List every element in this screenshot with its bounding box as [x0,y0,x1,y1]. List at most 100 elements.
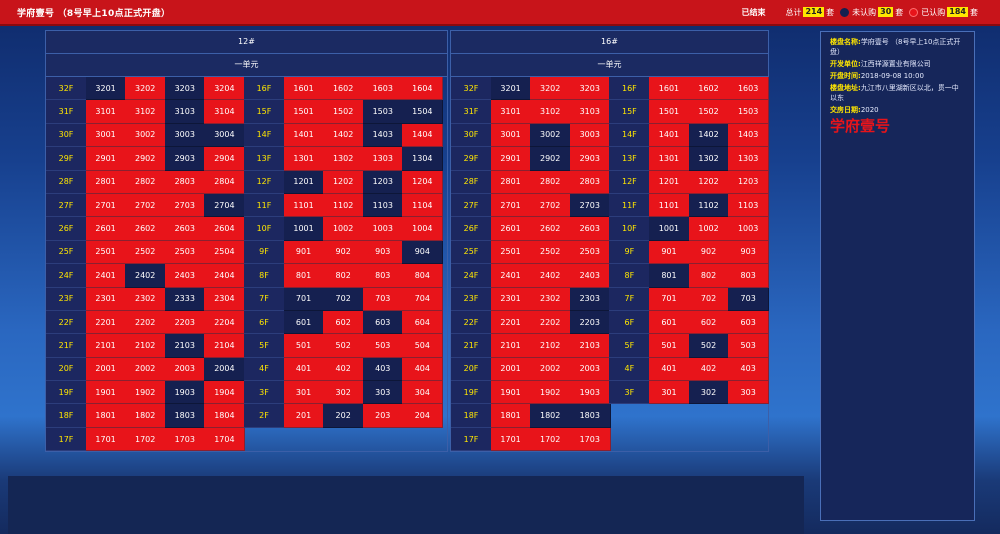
room-unsold[interactable]: 1001 [648,217,690,241]
room-sold[interactable]: 1702 [530,427,572,452]
room-sold[interactable]: 1002 [688,217,730,241]
room-sold[interactable]: 404 [402,357,444,382]
room-sold[interactable]: 1601 [283,77,325,101]
room-sold[interactable]: 2602 [530,217,572,241]
room-sold[interactable]: 2604 [204,217,246,241]
room-sold[interactable]: 1602 [688,77,730,101]
room-sold[interactable]: 2802 [530,170,572,194]
room-sold[interactable]: 2401 [85,264,127,288]
room-sold[interactable]: 2002 [125,357,167,382]
room-unsold[interactable]: 2402 [125,264,167,288]
room-sold[interactable]: 2502 [530,240,572,265]
room-sold[interactable]: 1403 [728,123,770,148]
room-sold[interactable]: 1103 [728,193,770,218]
room-sold[interactable]: 2402 [530,264,572,288]
room-sold[interactable]: 604 [402,310,444,335]
room-sold[interactable]: 503 [728,334,770,358]
room-sold[interactable]: 1601 [648,77,690,101]
room-sold[interactable]: 2804 [204,170,246,194]
room-unsold[interactable]: 3002 [530,123,572,148]
room-sold[interactable]: 403 [728,357,770,382]
room-sold[interactable]: 1501 [648,100,690,124]
room-sold[interactable]: 1904 [204,381,246,405]
room-sold[interactable]: 1804 [204,404,246,428]
room-unsold[interactable]: 1803 [569,404,611,428]
room-unsold[interactable]: 3203 [164,77,206,101]
room-sold[interactable]: 303 [728,381,770,405]
room-sold[interactable]: 1201 [648,170,690,194]
room-sold[interactable]: 501 [648,334,690,358]
room-sold[interactable]: 2001 [490,357,532,382]
room-sold[interactable]: 803 [362,264,404,288]
room-sold[interactable]: 1302 [323,147,365,171]
room-sold[interactable]: 2603 [164,217,206,241]
room-unsold[interactable]: 904 [402,240,444,265]
room-sold[interactable]: 902 [323,240,365,265]
room-sold[interactable]: 2901 [490,147,532,171]
room-sold[interactable]: 1202 [688,170,730,194]
room-sold[interactable]: 1004 [402,217,444,241]
room-sold[interactable]: 2803 [164,170,206,194]
room-sold[interactable]: 501 [283,334,325,358]
room-sold[interactable]: 402 [323,357,365,382]
room-sold[interactable]: 503 [362,334,404,358]
room-unsold[interactable]: 2103 [164,334,206,358]
room-unsold[interactable]: 701 [283,287,325,311]
room-sold[interactable]: 2502 [125,240,167,265]
room-sold[interactable]: 703 [362,287,404,311]
room-unsold[interactable]: 1803 [164,404,206,428]
room-sold[interactable]: 1801 [490,404,532,428]
room-sold[interactable]: 602 [688,310,730,335]
room-unsold[interactable]: 3003 [164,123,206,148]
room-sold[interactable]: 3102 [530,100,572,124]
room-unsold[interactable]: 2333 [164,287,206,311]
room-sold[interactable]: 2901 [85,147,127,171]
room-sold[interactable]: 2101 [490,334,532,358]
room-sold[interactable]: 3202 [125,77,167,101]
room-sold[interactable]: 2803 [569,170,611,194]
room-sold[interactable]: 2202 [125,310,167,335]
room-unsold[interactable]: 3201 [490,77,532,101]
room-sold[interactable]: 2204 [204,310,246,335]
room-sold[interactable]: 2403 [164,264,206,288]
room-sold[interactable]: 1604 [402,77,444,101]
room-unsold[interactable]: 2704 [204,193,246,218]
room-sold[interactable]: 1704 [204,427,246,452]
room-sold[interactable]: 903 [728,240,770,265]
room-sold[interactable]: 1502 [688,100,730,124]
room-sold[interactable]: 2501 [85,240,127,265]
room-unsold[interactable]: 303 [362,381,404,405]
room-sold[interactable]: 1002 [323,217,365,241]
room-sold[interactable]: 1101 [283,193,325,218]
room-sold[interactable]: 701 [648,287,690,311]
room-sold[interactable]: 3001 [490,123,532,148]
room-sold[interactable]: 2101 [85,334,127,358]
room-sold[interactable]: 3101 [85,100,127,124]
room-sold[interactable]: 1603 [362,77,404,101]
room-sold[interactable]: 1401 [648,123,690,148]
room-sold[interactable]: 2201 [85,310,127,335]
room-sold[interactable]: 2802 [125,170,167,194]
room-sold[interactable]: 502 [323,334,365,358]
room-unsold[interactable]: 3103 [164,100,206,124]
room-sold[interactable]: 1801 [85,404,127,428]
room-sold[interactable]: 3103 [569,100,611,124]
room-sold[interactable]: 2104 [204,334,246,358]
room-sold[interactable]: 2302 [125,287,167,311]
room-unsold[interactable]: 1402 [688,123,730,148]
room-sold[interactable]: 2801 [85,170,127,194]
room-sold[interactable]: 2102 [530,334,572,358]
room-sold[interactable]: 3003 [569,123,611,148]
room-unsold[interactable]: 1403 [362,123,404,148]
room-sold[interactable]: 2401 [490,264,532,288]
room-sold[interactable]: 704 [402,287,444,311]
room-sold[interactable]: 802 [688,264,730,288]
room-sold[interactable]: 2103 [569,334,611,358]
room-sold[interactable]: 2701 [85,193,127,218]
room-unsold[interactable]: 302 [688,381,730,405]
room-unsold[interactable]: 2303 [569,287,611,311]
room-unsold[interactable]: 1103 [362,193,404,218]
room-unsold[interactable]: 1201 [283,170,325,194]
room-sold[interactable]: 1902 [530,381,572,405]
room-sold[interactable]: 1701 [490,427,532,452]
